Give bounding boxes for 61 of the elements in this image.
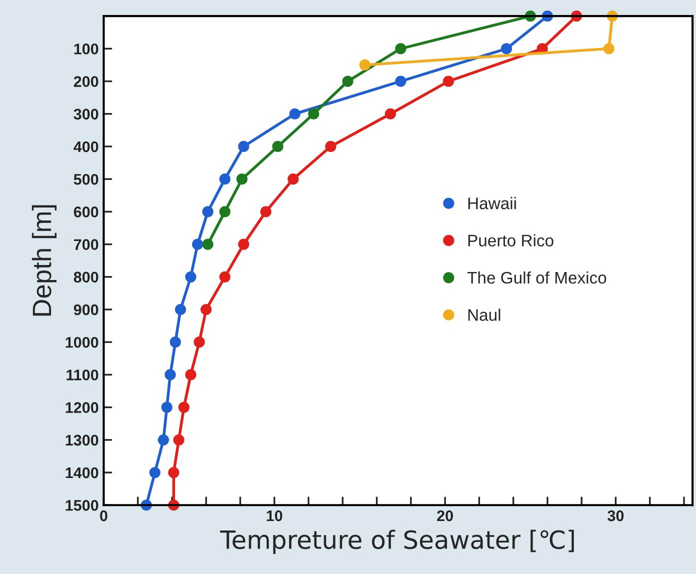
y-tick-label: 1100 (66, 370, 98, 380)
y-tick-label: 500 (74, 174, 98, 185)
y-tick-label: 900 (74, 304, 98, 316)
point (342, 76, 354, 87)
point (185, 271, 196, 282)
y-tick-label: 700 (74, 239, 98, 250)
point (442, 76, 454, 87)
x-tick-label: 10 (266, 510, 282, 522)
point (164, 369, 176, 380)
x-tick-label: 30 (608, 510, 624, 522)
x-tick-label: 0 (100, 510, 108, 522)
point (308, 108, 320, 120)
point (260, 206, 272, 218)
point (202, 206, 214, 218)
point (173, 434, 184, 446)
x-tick-label: 20 (437, 510, 453, 522)
y-tick-label: 1500 (66, 500, 98, 511)
y-tick-label: 300 (74, 108, 98, 120)
point (272, 140, 284, 152)
y-axis-title: Depth [m] (32, 205, 57, 316)
point (202, 238, 214, 250)
y-tick-label: 1300 (66, 434, 98, 446)
point (219, 271, 230, 282)
legend-label: The Gulf of Mexico (467, 271, 606, 284)
point (238, 238, 250, 250)
point (359, 59, 370, 71)
point (194, 336, 205, 348)
point (158, 434, 169, 446)
y-tick-label: 800 (74, 272, 98, 283)
point (170, 336, 181, 348)
y-tick-label: 1400 (66, 467, 98, 478)
y-tick-label: 1200 (66, 402, 98, 413)
point (192, 238, 204, 250)
point (200, 304, 212, 316)
point (289, 108, 300, 120)
y-tick-label: 100 (74, 44, 98, 54)
point (500, 43, 512, 54)
point (238, 140, 250, 152)
point (236, 174, 248, 185)
point (185, 369, 196, 380)
point (603, 43, 614, 54)
point (219, 206, 230, 218)
x-axis-title: Tempreture of Seawater [℃] (220, 530, 574, 554)
point (395, 43, 406, 54)
y-tick-label: 1000 (66, 336, 98, 348)
y-tick-label: 600 (74, 206, 98, 218)
point (168, 466, 180, 478)
point (174, 304, 186, 316)
y-tick-label: 400 (74, 141, 98, 152)
point (325, 140, 336, 152)
point (288, 174, 299, 185)
point (161, 402, 172, 413)
point (219, 174, 230, 185)
legend-label: Hawaii (468, 197, 516, 210)
y-tick-label: 200 (74, 76, 98, 87)
point (149, 466, 160, 478)
point (178, 402, 190, 413)
point (395, 76, 406, 87)
legend-label: Puerto Rico (468, 234, 554, 246)
legend-label: Naul (468, 308, 500, 321)
point (384, 108, 396, 120)
